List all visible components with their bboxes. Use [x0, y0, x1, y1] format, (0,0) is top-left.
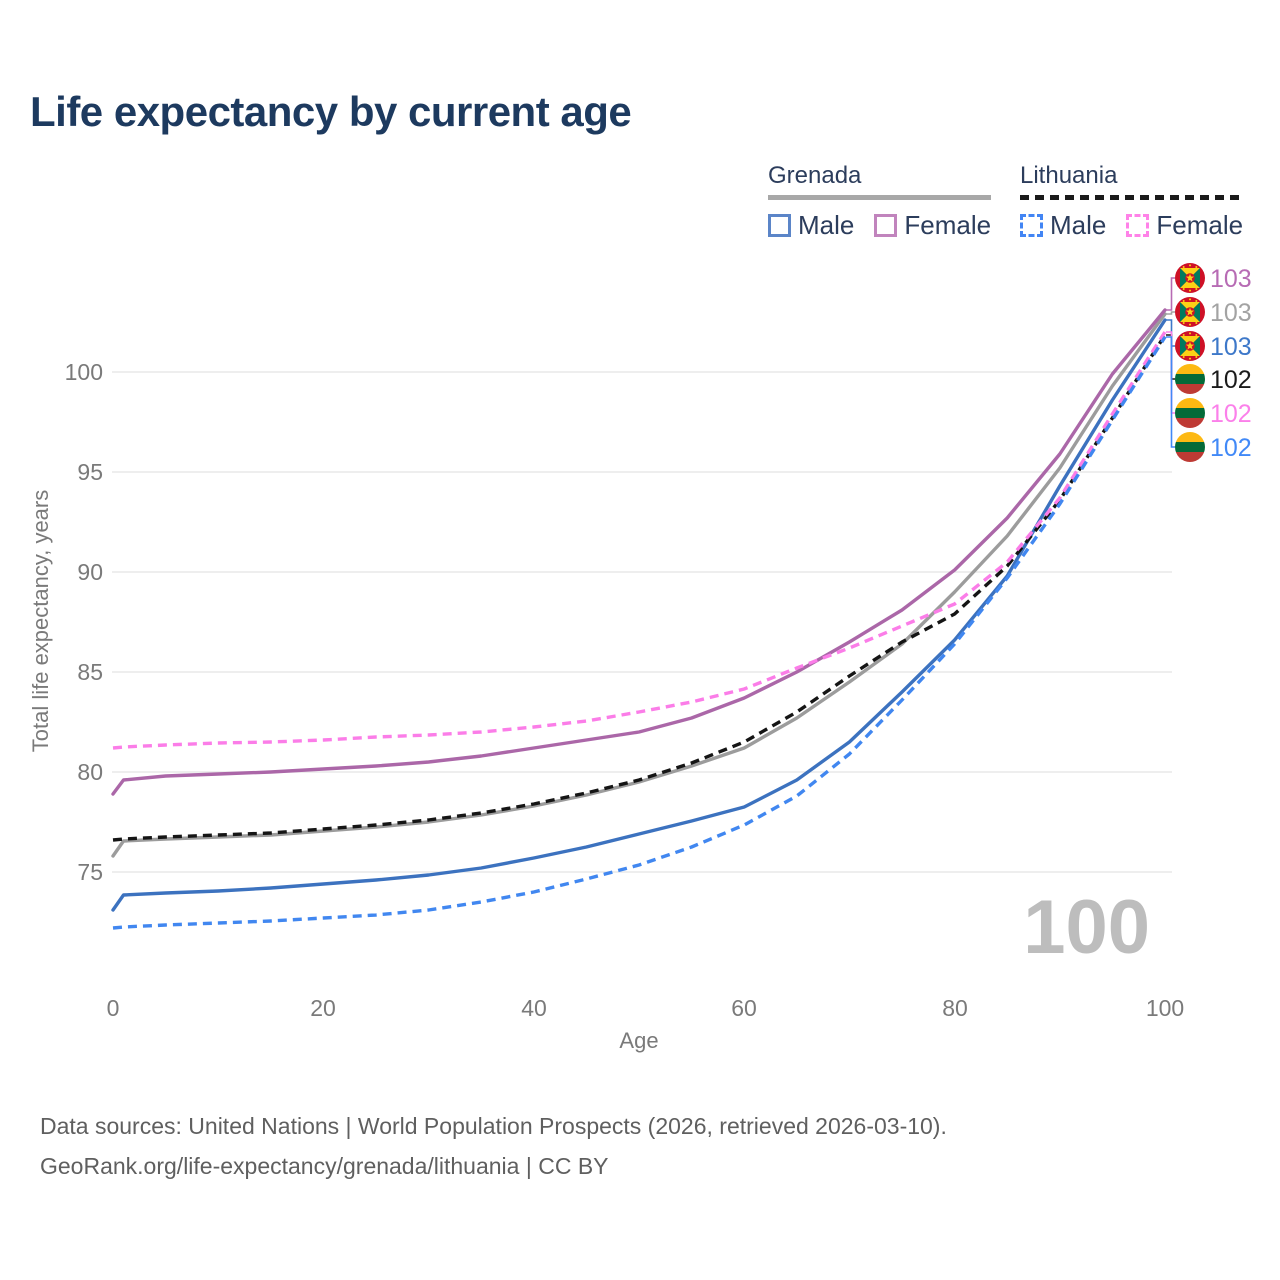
end-label-row: 102: [1175, 398, 1252, 428]
x-tick-label: 40: [521, 995, 547, 1021]
end-label-value: 102: [1210, 434, 1252, 462]
leader-line: [1166, 311, 1175, 315]
y-tick-label: 90: [77, 559, 103, 585]
x-tick-label: 20: [310, 995, 336, 1021]
y-tick-label: 95: [77, 459, 103, 485]
y-tick-label: 85: [77, 659, 103, 685]
leader-line: [1166, 277, 1175, 311]
grenada-male-swatch-icon: [768, 213, 791, 237]
legend-item-grenada-female[interactable]: Female: [874, 210, 991, 241]
lithuania-female-swatch-icon: [1126, 213, 1150, 237]
end-label-row: 103: [1175, 263, 1252, 293]
end-label-row: 102: [1175, 432, 1252, 462]
end-label-row: 102: [1175, 364, 1252, 394]
leader-line: [1166, 319, 1175, 347]
legend-country-grenada: Grenada: [768, 162, 862, 189]
grenada-flag-icon: [1175, 331, 1205, 361]
end-label-value: 103: [1210, 299, 1252, 327]
end-label-value: 103: [1210, 265, 1252, 293]
footer-sources: Data sources: United Nations | World Pop…: [40, 1113, 947, 1139]
end-label-value: 103: [1210, 333, 1252, 361]
legend-item-label: Male: [1050, 209, 1107, 240]
y-tick-label: 80: [77, 759, 103, 785]
lithuania-flag-icon: [1175, 364, 1205, 394]
grenada-female-swatch-icon: [874, 213, 898, 237]
legend-item-grenada-male[interactable]: Male: [768, 210, 854, 241]
grenada-flag-icon: [1175, 263, 1205, 293]
x-tick-label: 100: [1146, 995, 1184, 1021]
x-tick-label: 0: [107, 995, 120, 1021]
lithuania-dashed-line-swatch: [1020, 195, 1244, 200]
page-title: Life expectancy by current age: [30, 88, 632, 135]
leader-line: [1166, 336, 1175, 448]
end-label-value: 102: [1210, 366, 1252, 394]
legend-group-lithuania: Lithuania Male Female: [1020, 162, 1244, 241]
end-label-row: 103: [1175, 297, 1252, 327]
legend-item-label: Male: [798, 209, 855, 240]
legend-country-lithuania: Lithuania: [1020, 162, 1118, 189]
legend-item-lithuania-female[interactable]: Female: [1126, 210, 1243, 241]
end-label-row: 103: [1175, 331, 1252, 361]
y-axis-title: Total life expectancy, years: [28, 490, 53, 753]
footer-attribution: GeoRank.org/life-expectancy/grenada/lith…: [40, 1153, 609, 1179]
legend-group-grenada: Grenada Male Female: [768, 162, 992, 241]
x-tick-label: 80: [942, 995, 968, 1021]
end-label-value: 102: [1210, 400, 1252, 428]
lithuania-flag-icon: [1175, 432, 1205, 462]
series-line-lithuania-total[interactable]: [112, 334, 1167, 842]
x-axis-title: Age: [619, 1028, 658, 1053]
legend-item-lithuania-male[interactable]: Male: [1020, 210, 1106, 241]
series-line-lithuania-female[interactable]: [112, 331, 1167, 750]
series-line-lithuania-male[interactable]: [112, 336, 1167, 930]
series-line-grenada-male[interactable]: [111, 318, 1167, 912]
series-line-grenada-female[interactable]: [111, 308, 1167, 796]
footer: Data sources: United Nations | World Pop…: [40, 1106, 947, 1186]
grenada-solid-line-swatch: [768, 195, 992, 200]
legend-item-label: Female: [904, 209, 992, 240]
lithuania-male-swatch-icon: [1020, 213, 1043, 237]
y-tick-label: 75: [77, 859, 103, 885]
age-watermark: 100: [1023, 885, 1150, 970]
x-tick-label: 60: [731, 995, 757, 1021]
legend-item-label: Female: [1156, 209, 1244, 240]
series-line-grenada-total[interactable]: [111, 312, 1167, 858]
y-tick-label: 100: [65, 359, 103, 385]
lithuania-flag-icon: [1175, 398, 1205, 428]
grenada-flag-icon: [1175, 297, 1205, 327]
